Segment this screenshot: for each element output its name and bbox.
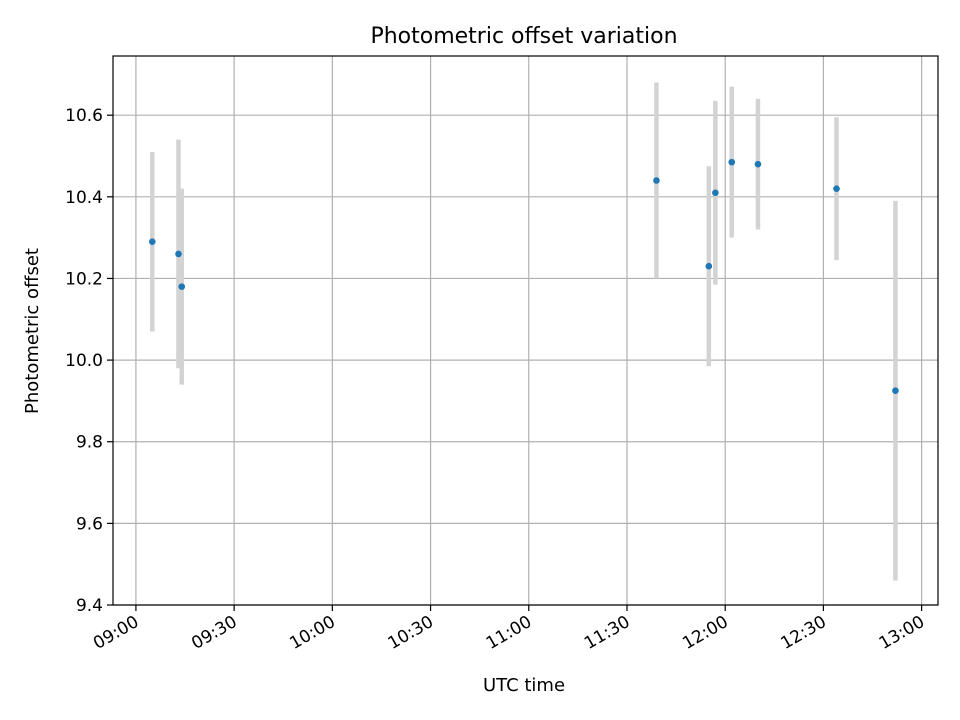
y-tick-label: 10.2 (65, 269, 103, 289)
data-point (705, 262, 713, 270)
y-tick-label: 10.6 (65, 106, 103, 126)
point-layer (148, 158, 899, 395)
y-axis-label: Photometric offset (22, 248, 43, 414)
plot-frame (112, 55, 939, 606)
y-tick-label: 10.0 (65, 351, 103, 371)
data-point (653, 177, 660, 184)
data-point (892, 387, 899, 395)
data-point (175, 250, 182, 258)
data-point (833, 185, 840, 192)
data-point (148, 238, 156, 246)
y-tick-label: 9.8 (76, 433, 103, 453)
data-point (178, 283, 186, 290)
y-tick-label: 10.4 (65, 188, 103, 208)
data-point (712, 189, 719, 197)
data-point (754, 160, 762, 168)
data-point (728, 158, 736, 166)
x-axis-label: UTC time (483, 675, 565, 696)
y-tick-label: 9.4 (76, 596, 103, 616)
chart-title: Photometric offset variation (370, 24, 677, 49)
y-tick-label: 9.6 (76, 514, 103, 534)
